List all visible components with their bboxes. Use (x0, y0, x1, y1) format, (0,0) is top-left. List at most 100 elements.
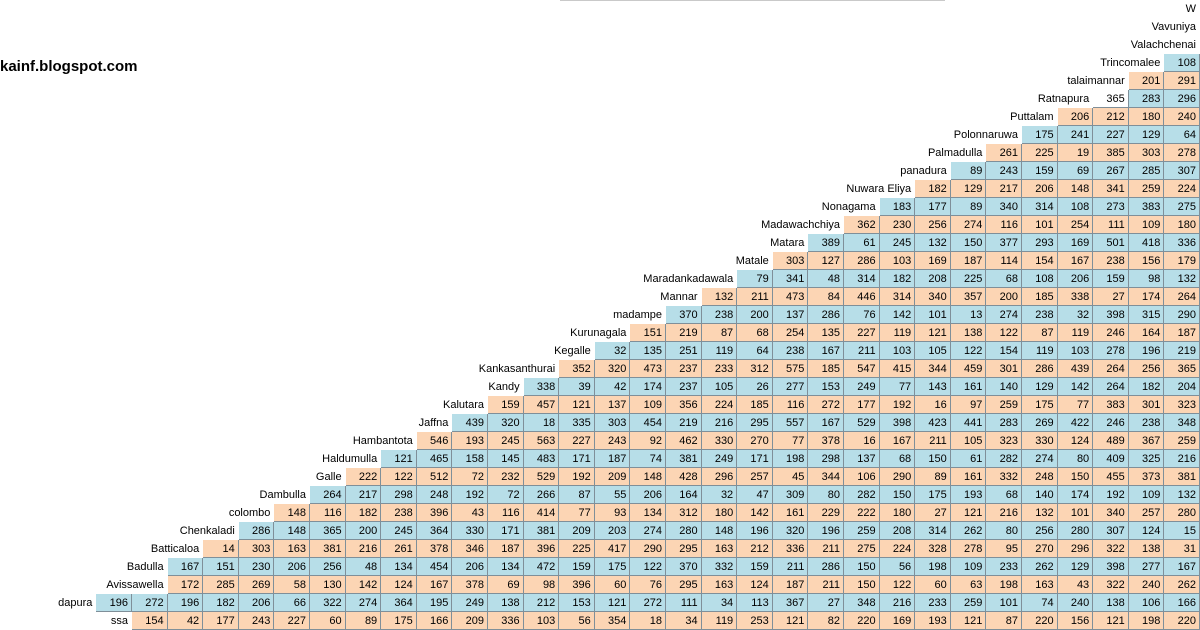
distance-cell: 124 (381, 576, 417, 594)
distance-cell: 330 (701, 432, 738, 450)
distance-cell: 206 (1057, 108, 1094, 126)
distance-cell: 16 (844, 432, 880, 450)
distance-cell: 330 (1022, 432, 1058, 450)
distance-cell: 286 (808, 306, 844, 324)
distance-cell: 48 (345, 558, 382, 576)
distance-cell: 192 (559, 468, 595, 486)
distance-cell: 163 (1022, 576, 1058, 594)
distance-cell: 256 (915, 216, 951, 234)
distance-cell: 26 (737, 378, 773, 396)
distance-cell: 303 (238, 540, 275, 558)
distance-cell: 378 (416, 540, 453, 558)
row-label: Maradankadawala (643, 273, 734, 285)
distance-cell: 187 (950, 252, 987, 270)
distance-cell: 167 (879, 432, 916, 450)
distance-cell: 206 (274, 558, 310, 576)
distance-cell: 259 (844, 522, 880, 540)
distance-cell: 27 (915, 504, 951, 522)
distance-cell: 143 (915, 378, 951, 396)
distance-cell: 183 (879, 198, 916, 216)
distance-cell: 398 (879, 414, 916, 432)
distance-cell: 323 (986, 432, 1022, 450)
distance-cell: 261 (381, 540, 417, 558)
distance-cell: 293 (1022, 234, 1058, 252)
distance-cell: 529 (844, 414, 880, 432)
distance-cell: 340 (986, 198, 1022, 216)
distance-cell: 233 (701, 360, 738, 378)
distance-cell: 140 (986, 378, 1022, 396)
distance-cell: 377 (986, 234, 1022, 252)
distance-cell: 80 (1057, 450, 1094, 468)
distance-cell: 264 (310, 486, 346, 504)
distance-cell: 320 (772, 522, 809, 540)
distance-cell: 211 (844, 342, 880, 360)
distance-cell: 45 (772, 468, 809, 486)
row-label: Kandy (488, 381, 520, 393)
distance-cell: 272 (630, 594, 666, 612)
distance-cell: 121 (1093, 612, 1129, 630)
distance-cell: 303 (772, 252, 809, 270)
distance-cell: 341 (772, 270, 809, 288)
distance-cell: 338 (1057, 288, 1094, 306)
distance-cell: 122 (986, 324, 1022, 342)
distance-cell: 295 (737, 414, 773, 432)
distance-cell: 217 (345, 486, 382, 504)
distance-cell: 60 (310, 612, 346, 630)
distance-cell: 259 (950, 594, 987, 612)
distance-cell: 129 (1057, 558, 1094, 576)
distance-cell: 340 (915, 288, 951, 306)
distance-cell: 275 (1164, 198, 1200, 216)
distance-cell: 262 (1022, 558, 1058, 576)
distance-cell: 254 (772, 324, 809, 342)
distance-cell: 328 (915, 540, 951, 558)
distance-cell: 166 (1164, 594, 1200, 612)
distance-cell: 301 (986, 360, 1022, 378)
row-label: Mannar (660, 291, 698, 303)
distance-cell: 18 (523, 414, 560, 432)
distance-cell: 101 (1022, 216, 1058, 234)
distance-cell: 238 (1093, 252, 1129, 270)
distance-cell: 150 (844, 558, 880, 576)
distance-cell: 303 (594, 414, 631, 432)
distance-cell: 546 (416, 432, 453, 450)
distance-cell: 177 (203, 612, 239, 630)
distance-cell: 357 (950, 288, 987, 306)
distance-cell: 238 (1128, 414, 1165, 432)
distance-cell: 171 (737, 450, 773, 468)
distance-cell: 472 (523, 558, 560, 576)
distance-cell: 76 (630, 576, 666, 594)
distance-cell: 547 (844, 360, 880, 378)
distance-cell: 264 (1093, 378, 1129, 396)
distance-cell: 338 (523, 378, 560, 396)
distance-cell: 230 (879, 216, 916, 234)
distance-cell: 43 (1057, 576, 1094, 594)
distance-cell: 145 (488, 450, 524, 468)
distance-cell: 373 (1128, 468, 1165, 486)
distance-cell: 142 (879, 306, 916, 324)
distance-cell: 229 (808, 504, 844, 522)
distance-cell: 180 (879, 504, 916, 522)
distance-cell: 172 (167, 576, 204, 594)
distance-cell: 208 (879, 522, 916, 540)
distance-cell: 278 (950, 540, 987, 558)
distance-cell: 283 (1128, 90, 1165, 108)
distance-cell: 290 (879, 468, 916, 486)
distance-cell: 68 (986, 486, 1022, 504)
distance-cell: 76 (844, 306, 880, 324)
distance-cell: 122 (879, 576, 916, 594)
distance-cell: 409 (1093, 450, 1129, 468)
distance-cell: 259 (986, 396, 1022, 414)
distance-cell: 111 (1093, 216, 1129, 234)
distance-cell: 248 (1022, 468, 1058, 486)
distance-cell: 179 (1164, 252, 1200, 270)
distance-cell: 274 (345, 594, 382, 612)
distance-cell: 295 (666, 576, 702, 594)
distance-cell: 237 (666, 378, 702, 396)
distance-cell: 211 (915, 432, 951, 450)
distance-cell: 119 (701, 612, 738, 630)
row-label: Kalutara (443, 399, 484, 411)
distance-cell: 158 (452, 450, 488, 468)
distance-cell: 116 (488, 504, 524, 522)
distance-cell: 169 (915, 252, 951, 270)
distance-cell: 161 (950, 468, 987, 486)
